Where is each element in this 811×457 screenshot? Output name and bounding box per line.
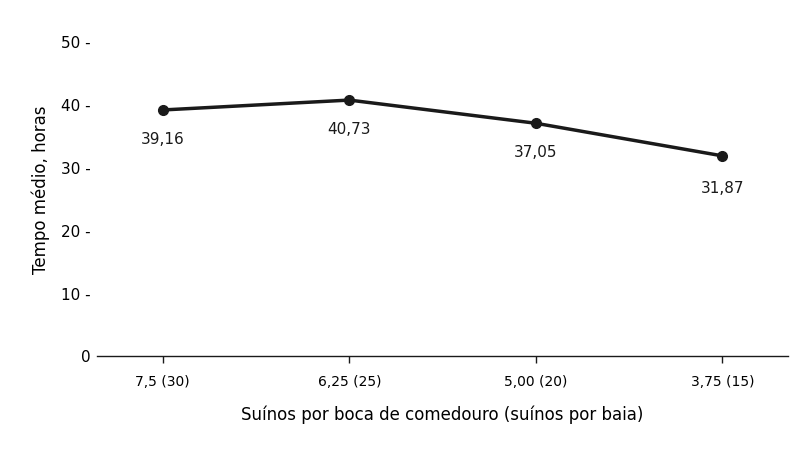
Text: 39,16: 39,16 — [140, 132, 184, 147]
X-axis label: Suínos por boca de comedouro (suínos por baia): Suínos por boca de comedouro (suínos por… — [241, 405, 643, 424]
Text: 40,73: 40,73 — [327, 122, 371, 137]
Y-axis label: Tempo médio, horas: Tempo médio, horas — [31, 106, 49, 274]
Text: 37,05: 37,05 — [513, 145, 557, 160]
Text: 31,87: 31,87 — [700, 181, 743, 196]
